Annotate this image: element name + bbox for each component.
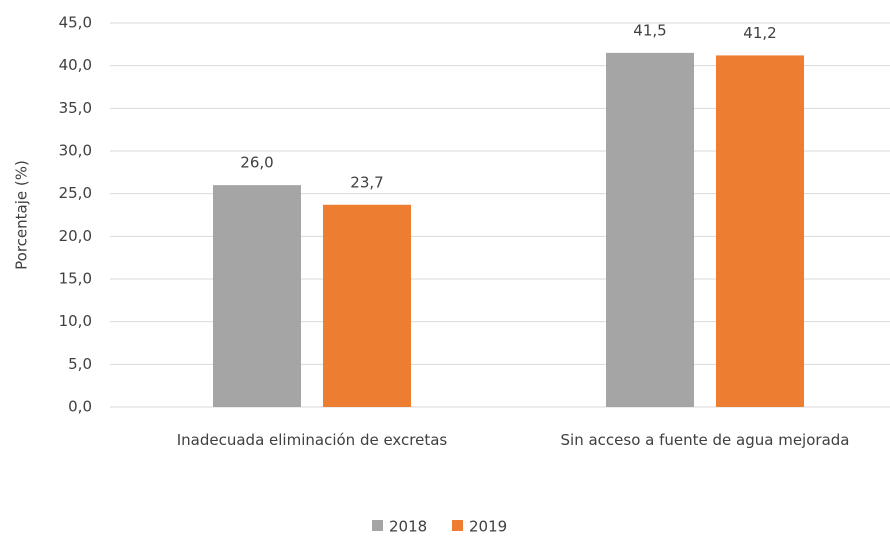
legend-label: 2018 [389, 518, 427, 536]
legend-swatch [452, 520, 463, 531]
legend-label: 2019 [469, 518, 507, 536]
y-tick-label: 30,0 [59, 142, 92, 160]
x-tick-label: Sin acceso a fuente de agua mejorada [560, 431, 850, 449]
y-tick-label: 0,0 [68, 398, 92, 416]
bar [323, 204, 411, 407]
x-tick-label: Inadecuada eliminación de excretas [176, 431, 448, 449]
bar [213, 185, 301, 407]
data-label: 41,2 [743, 24, 776, 42]
data-label: 41,5 [633, 21, 666, 39]
data-label: 23,7 [350, 173, 383, 191]
bar [606, 52, 694, 407]
legend-swatch [372, 520, 383, 531]
y-tick-label: 45,0 [59, 14, 92, 32]
y-tick-label: 10,0 [59, 312, 92, 330]
y-tick-label: 5,0 [68, 355, 92, 373]
y-tick-label: 15,0 [59, 270, 92, 288]
bar [716, 55, 804, 407]
y-axis-label: Porcentaje (%) [13, 160, 31, 270]
y-tick-label: 20,0 [59, 227, 92, 245]
data-label: 26,0 [240, 154, 273, 172]
y-tick-label: 40,0 [59, 56, 92, 74]
y-tick-label: 35,0 [59, 99, 92, 117]
y-tick-label: 25,0 [59, 184, 92, 202]
